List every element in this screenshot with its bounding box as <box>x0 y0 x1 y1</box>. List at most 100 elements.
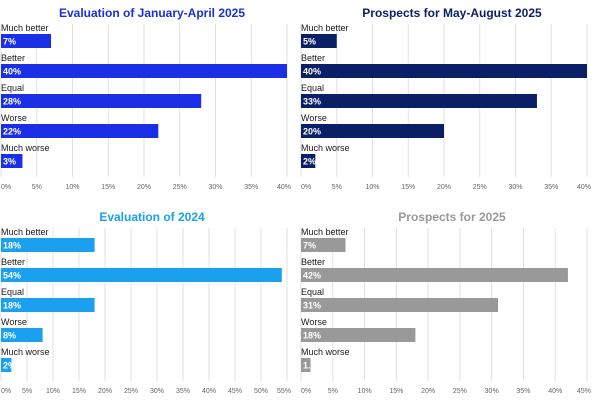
category-label: Much worse <box>301 347 350 357</box>
x-tick-label: 45% <box>577 388 591 395</box>
category-label: Equal <box>301 287 324 297</box>
category-label: Better <box>1 53 25 63</box>
data-label: 7% <box>303 241 316 251</box>
bar <box>1 238 95 252</box>
category-label: Much worse <box>301 143 350 153</box>
x-tick-label: 0% <box>1 388 11 395</box>
x-tick-label: 10% <box>365 184 379 191</box>
x-tick-label: 40% <box>577 184 591 191</box>
x-tick-label: 25% <box>173 184 187 191</box>
data-label: 5% <box>303 37 316 47</box>
category-label: Much worse <box>1 347 50 357</box>
category-label: Worse <box>301 317 327 327</box>
x-tick-label: 50% <box>254 388 268 395</box>
category-label: Better <box>301 53 325 63</box>
x-tick-label: 30% <box>508 184 522 191</box>
x-tick-label: 55% <box>277 388 291 395</box>
x-tick-label: 10% <box>46 388 60 395</box>
chart-title: Evaluation of 2024 <box>99 210 205 224</box>
data-label: 20% <box>303 127 321 137</box>
chart-title: Prospects for May-August 2025 <box>362 6 542 20</box>
chart-panel-2024: Evaluation of 2024 Much better 18% Better 54… <box>0 204 300 404</box>
x-tick-label: 10% <box>358 388 372 395</box>
category-label: Much better <box>1 23 49 33</box>
chart-title: Prospects for 2025 <box>398 210 506 224</box>
chart-title: Evaluation of January-April 2025 <box>59 6 245 20</box>
category-label: Much better <box>301 23 349 33</box>
bar <box>301 328 416 342</box>
x-tick-label: 15% <box>389 388 403 395</box>
x-tick-label: 20% <box>421 388 435 395</box>
category-label: Worse <box>1 113 27 123</box>
data-label: 1.5% <box>303 361 324 371</box>
x-tick-label: 35% <box>176 388 190 395</box>
category-label: Better <box>301 257 325 267</box>
data-label: 7% <box>3 37 16 47</box>
category-label: Equal <box>1 287 24 297</box>
category-label: Much worse <box>1 143 50 153</box>
chart-panel-prospects-2025: Prospects for 2025 Much better 7% Better 42%… <box>300 204 600 404</box>
x-tick-label: 20% <box>137 184 151 191</box>
x-tick-label: 40% <box>202 388 216 395</box>
bar <box>301 268 568 282</box>
x-tick-label: 45% <box>228 388 242 395</box>
bar <box>1 358 12 372</box>
chart-panel-may-aug-2025: Prospects for May-August 2025 Much better… <box>300 0 600 200</box>
bar <box>1 94 202 108</box>
category-label: Worse <box>1 317 27 327</box>
x-tick-label: 35% <box>244 184 258 191</box>
x-tick-label: 40% <box>548 388 562 395</box>
data-label: 8% <box>3 331 16 341</box>
bar <box>1 298 95 312</box>
x-tick-label: 30% <box>150 388 164 395</box>
chart-svg: Evaluation of January-April 2025 Much bet… <box>0 6 291 191</box>
bar <box>301 34 337 48</box>
x-tick-label: 40% <box>277 184 291 191</box>
x-tick-label: 15% <box>101 184 115 191</box>
chart-svg: Evaluation of 2024 Much better 18% Better 54… <box>0 210 291 395</box>
bar <box>301 358 311 372</box>
data-label: 22% <box>3 127 21 137</box>
data-label: 2% <box>3 361 16 371</box>
x-tick-label: 25% <box>124 388 138 395</box>
bar <box>1 34 52 48</box>
category-label: Much better <box>1 227 49 237</box>
category-label: Better <box>1 257 25 267</box>
x-tick-label: 20% <box>437 184 451 191</box>
chart-svg: Prospects for 2025 Much better 7% Better 42%… <box>300 210 591 395</box>
x-tick-label: 0% <box>1 184 11 191</box>
category-label: Equal <box>301 83 324 93</box>
data-label: 18% <box>303 331 321 341</box>
x-tick-label: 5% <box>22 388 32 395</box>
bar <box>301 64 587 78</box>
chart-panel-jan-apr-2025: Evaluation of January-April 2025 Much bet… <box>0 0 300 200</box>
x-tick-label: 5% <box>32 184 42 191</box>
bar <box>1 124 159 138</box>
data-label: 2% <box>303 157 316 167</box>
x-tick-label: 15% <box>72 388 86 395</box>
data-label: 33% <box>303 97 321 107</box>
x-tick-label: 0% <box>301 184 311 191</box>
x-tick-label: 15% <box>401 184 415 191</box>
bar <box>301 94 537 108</box>
bar <box>301 154 316 168</box>
data-label: 40% <box>303 67 321 77</box>
x-tick-label: 35% <box>516 388 530 395</box>
data-label: 42% <box>303 271 321 281</box>
x-tick-label: 10% <box>65 184 79 191</box>
data-label: 3% <box>3 157 16 167</box>
data-label: 40% <box>3 67 21 77</box>
x-tick-label: 5% <box>332 184 342 191</box>
category-label: Worse <box>301 113 327 123</box>
bar <box>1 64 287 78</box>
bar <box>1 268 282 282</box>
bar <box>301 238 346 252</box>
x-tick-label: 30% <box>485 388 499 395</box>
chart-svg: Prospects for May-August 2025 Much better… <box>300 6 591 191</box>
bar <box>1 328 43 342</box>
x-tick-label: 30% <box>208 184 222 191</box>
x-tick-label: 20% <box>98 388 112 395</box>
bar <box>1 154 23 168</box>
x-tick-label: 25% <box>473 184 487 191</box>
data-label: 31% <box>303 301 321 311</box>
